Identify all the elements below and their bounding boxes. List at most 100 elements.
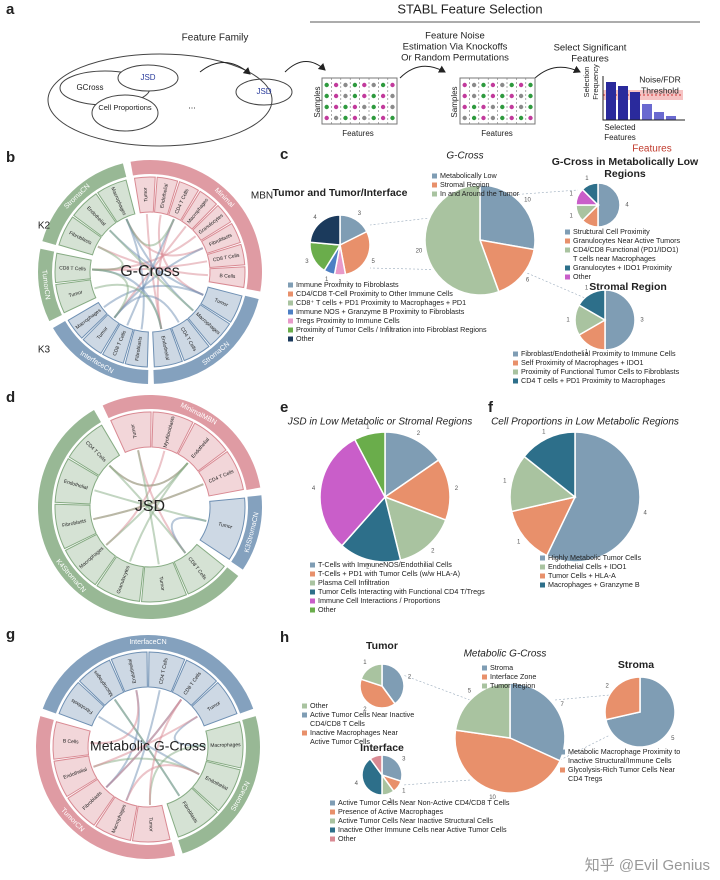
grid-dot — [390, 93, 395, 99]
pie-slice — [381, 663, 405, 705]
cellprop-ellipse — [91, 94, 159, 132]
legend-label: Active Tumor Cells Near Inactive Structu… — [338, 816, 493, 825]
pie-slice — [478, 239, 536, 293]
grid-box — [459, 77, 536, 125]
legend-swatch — [302, 712, 307, 718]
family-cellprop: Cell Proportions — [98, 103, 152, 112]
panel-label: b — [6, 149, 15, 166]
pie-slice — [383, 459, 451, 522]
grid-dot — [462, 115, 467, 121]
slice-value: 1 — [363, 660, 367, 666]
pie-slice — [577, 289, 606, 322]
axis-features: Features — [342, 129, 374, 138]
slice-value: 1 — [542, 430, 546, 436]
slice-value: 1 — [338, 280, 342, 286]
slice-value: 2 — [605, 683, 609, 689]
slice-value: 2 — [408, 675, 412, 681]
cell-box — [124, 329, 149, 368]
slice-value: 20 — [416, 248, 423, 254]
grid-dot — [518, 93, 524, 99]
threshold-label: Noise/FDR — [639, 74, 681, 84]
legend-swatch — [330, 836, 335, 842]
cell-label: Fibroblasts — [62, 518, 88, 529]
axis-samples: Samples — [313, 86, 322, 117]
grid-dot — [352, 82, 358, 88]
cell-box — [200, 222, 241, 254]
chord-center: JSD — [135, 498, 165, 515]
cell-box — [191, 681, 238, 727]
grid-dot — [324, 82, 329, 88]
slice-value: 1 — [366, 425, 370, 431]
slice-value: 1 — [402, 788, 406, 794]
grid-dot — [500, 104, 505, 110]
family-jsd: JSD — [140, 73, 155, 82]
panel-a: STABL Feature Selection Feature Family G… — [47, 1, 700, 155]
pie-slice — [581, 182, 599, 207]
legend-swatch — [565, 265, 570, 271]
legend-swatch — [302, 703, 307, 709]
grid-dot — [362, 93, 367, 99]
pie-slice — [454, 682, 511, 739]
legend-label: Metabolically Low — [440, 171, 498, 180]
grid-dot — [352, 104, 358, 110]
legend-label: Macrophages + Granzyme B — [548, 580, 640, 589]
connector — [402, 674, 471, 701]
legend-label: Proximity of Functional Tumor Cells to F… — [521, 367, 680, 376]
chord-link — [93, 483, 204, 521]
cell-box — [101, 323, 134, 364]
selected-family: JSD — [256, 87, 271, 96]
slice-value: 6 — [526, 277, 530, 283]
arrow — [199, 62, 251, 75]
grid-dot — [343, 93, 348, 99]
group-band — [38, 248, 62, 322]
legend-label: Highly Metabolic Tumor Cells — [548, 553, 641, 562]
legend-label: Structural Cell Proximity — [573, 227, 650, 236]
pie-title: Regions — [604, 168, 646, 180]
pie-slice — [604, 676, 641, 721]
pie-title: G-Cross — [446, 151, 483, 162]
grid-dot — [490, 104, 496, 110]
grid-dot — [343, 104, 348, 110]
grid-dot — [333, 115, 339, 121]
chord-link — [90, 689, 140, 745]
cell-box — [97, 179, 136, 223]
grid-dot — [390, 115, 395, 121]
group-band — [102, 395, 261, 490]
cell-box — [151, 411, 194, 455]
slice-value: 1 — [585, 229, 589, 235]
cell-label: CD8 T Cells — [213, 253, 241, 264]
cell-box — [140, 561, 188, 603]
legend-label: Tumor Cells + HLA-A — [548, 571, 616, 580]
connector — [402, 779, 471, 786]
grid-dot — [471, 104, 477, 110]
slice-value: 1 — [585, 350, 589, 356]
grid-dot — [490, 115, 496, 121]
bar — [666, 116, 676, 120]
grid-dot — [371, 115, 376, 121]
legend-label: CD8⁺ T cells + PD1 Proximity to Macropha… — [296, 298, 466, 307]
panel-label: e — [280, 399, 288, 416]
legend-swatch — [288, 291, 293, 297]
stabl-title: STABL Feature Selection — [397, 1, 542, 16]
pie-slice — [510, 495, 577, 557]
grid-dot — [528, 115, 533, 121]
chord-link — [108, 229, 194, 312]
arrow — [534, 65, 581, 79]
grid-dot — [481, 115, 486, 121]
chord-link — [125, 764, 200, 802]
bar — [630, 92, 640, 120]
bar — [606, 82, 616, 120]
chord-center: Metabolic G-Cross — [90, 738, 206, 754]
cell-box — [170, 318, 210, 362]
pie-slice — [339, 230, 371, 276]
group-band — [53, 321, 149, 384]
group-band — [178, 716, 260, 854]
legend-swatch — [330, 800, 335, 806]
grid-dot — [481, 104, 486, 110]
grid-dot — [333, 82, 339, 88]
slice-value: 10 — [489, 795, 496, 801]
feature-family: Feature Family — [182, 33, 249, 44]
cell-box — [206, 243, 246, 268]
